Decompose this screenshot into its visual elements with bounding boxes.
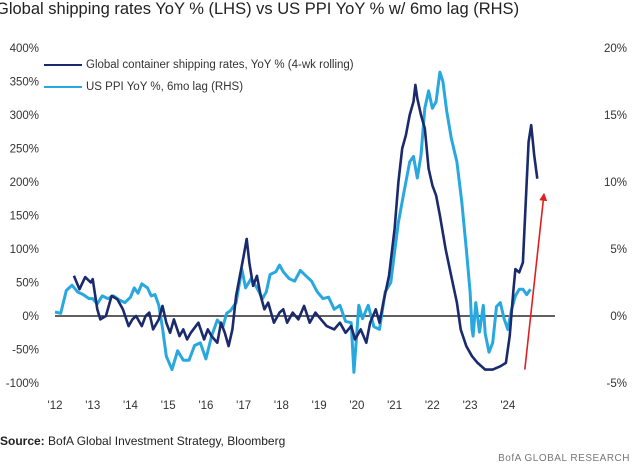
left-tick-label: 150%	[10, 211, 39, 223]
right-tick-label: 5%	[610, 244, 627, 256]
legend-swatch-ppi	[44, 85, 82, 89]
left-tick-label: 50%	[16, 278, 39, 290]
x-tick-label: '12	[48, 400, 63, 412]
left-tick-label: 100%	[10, 244, 39, 256]
right-tick-label: 0%	[610, 311, 627, 323]
left-tick-label: 250%	[10, 144, 39, 156]
shipping-series-line	[72, 83, 539, 371]
x-tick-label: '17	[236, 400, 251, 412]
source-text: BofA Global Investment Strategy, Bloombe…	[44, 434, 286, 448]
left-tick-label: 350%	[10, 77, 39, 89]
left-tick-label: 400%	[10, 43, 39, 55]
x-tick-label: '15	[161, 400, 176, 412]
left-tick-label: -100%	[6, 378, 39, 390]
x-tick-label: '19	[312, 400, 327, 412]
ppi-series-line	[54, 70, 532, 374]
x-axis-ticks: '12 '13 '14 '15 '16 '17 '18 '19 '20 '21 '22 '23 '24	[48, 400, 516, 412]
source-note: Source: BofA Global Investment Strategy,…	[0, 434, 285, 448]
x-tick-label: '20	[349, 400, 364, 412]
footer-credit: BofA GLOBAL RESEARCH	[498, 453, 630, 464]
right-axis-ticks: 20% 15% 10% 5% 0% -5%	[604, 43, 627, 390]
legend-label-shipping: Global container shipping rates, YoY % (…	[86, 59, 354, 71]
x-tick-label: '14	[123, 400, 139, 412]
x-tick-label: '23	[463, 400, 478, 412]
source-label: Source:	[0, 434, 45, 448]
legend: Global container shipping rates, YoY % (…	[44, 54, 354, 98]
x-tick-label: '16	[198, 400, 213, 412]
legend-label-ppi: US PPI YoY %, 6mo lag (RHS)	[86, 81, 244, 93]
legend-item-ppi: US PPI YoY %, 6mo lag (RHS)	[44, 76, 354, 98]
x-tick-label: '22	[425, 400, 440, 412]
right-tick-label: 20%	[604, 43, 627, 55]
x-tick-label: '18	[274, 400, 289, 412]
left-tick-label: 0%	[22, 311, 39, 323]
chart-title: Global shipping rates YoY % (LHS) vs US …	[0, 0, 520, 18]
right-tick-label: -5%	[607, 378, 627, 390]
trend-arrow	[524, 192, 548, 370]
x-tick-label: '13	[85, 400, 100, 412]
legend-item-shipping: Global container shipping rates, YoY % (…	[44, 54, 354, 76]
legend-swatch-shipping	[44, 63, 82, 67]
left-axis-ticks: 400% 350% 300% 250% 200% 150% 100% 50% 0% -50% -10…	[6, 43, 39, 390]
left-tick-label: -50%	[12, 345, 39, 357]
right-tick-label: 10%	[604, 177, 627, 189]
x-tick-label: '24	[500, 400, 516, 412]
left-tick-label: 200%	[10, 177, 39, 189]
right-tick-label: 15%	[604, 110, 627, 122]
left-tick-label: 300%	[10, 110, 39, 122]
x-tick-label: '21	[387, 400, 402, 412]
